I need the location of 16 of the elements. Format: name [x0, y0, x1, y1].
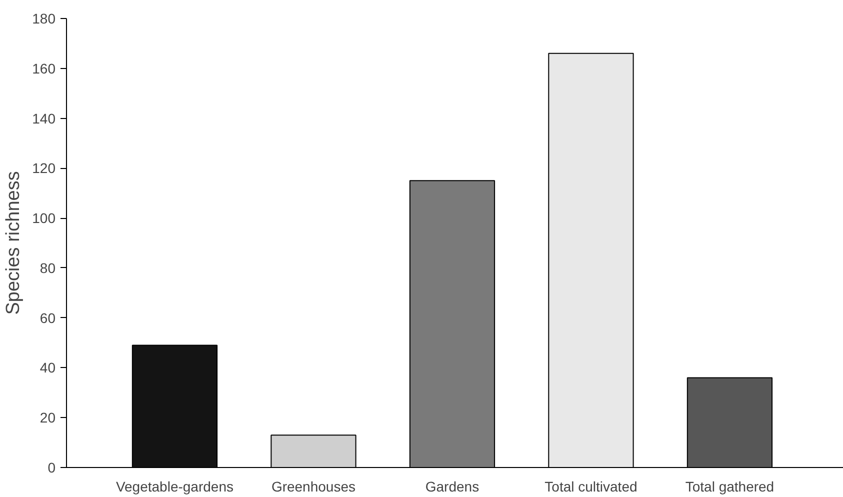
- y-tick-label: 40: [40, 360, 56, 376]
- y-tick-label: 60: [40, 310, 56, 326]
- y-tick-label: 160: [32, 60, 56, 76]
- y-tick-label: 120: [32, 160, 56, 176]
- y-axis-title: Species richness: [3, 171, 24, 315]
- y-tick-label: 0: [48, 460, 56, 476]
- x-tick-label: Greenhouses: [271, 478, 356, 494]
- y-tick-label: 140: [32, 110, 56, 126]
- x-tick-label: Gardens: [425, 478, 480, 494]
- y-tick-label: 180: [32, 10, 56, 26]
- y-tick-label: 20: [40, 410, 56, 426]
- y-tick-label: 80: [40, 260, 56, 276]
- x-tick-label: Total gathered: [685, 478, 774, 494]
- x-tick-label: Vegetable-gardens: [116, 478, 234, 494]
- x-tick-label: Total cultivated: [544, 478, 638, 494]
- y-tick-label: 100: [32, 210, 56, 226]
